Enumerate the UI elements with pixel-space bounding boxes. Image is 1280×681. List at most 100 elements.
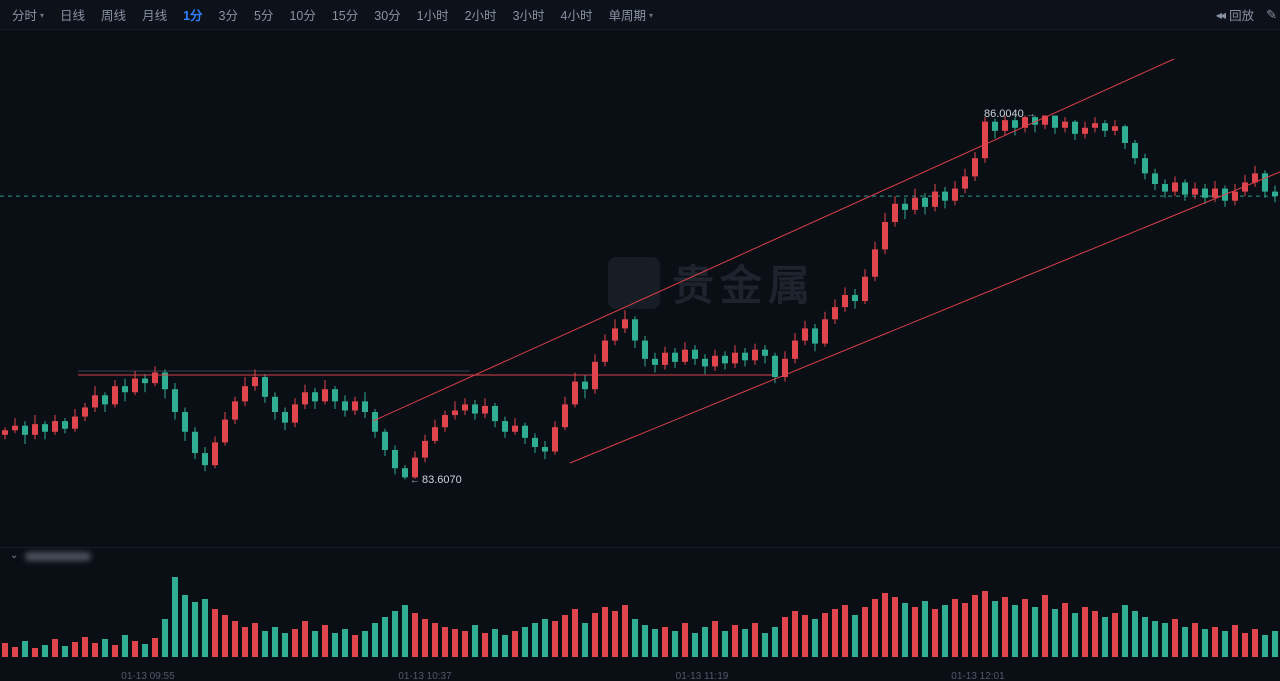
volume-bar [1092, 611, 1098, 657]
x-axis-label: 01-13 09:55 [121, 671, 175, 681]
candle-body [1262, 173, 1268, 192]
arrow-left-icon: ← [410, 474, 420, 486]
timeframe-月线[interactable]: 月线 [142, 5, 167, 24]
volume-bar [832, 609, 838, 657]
candlestick-chart-canvas[interactable] [0, 30, 1280, 681]
volume-bar [792, 611, 798, 657]
volume-bar [392, 611, 398, 657]
candle-body [322, 389, 328, 402]
volume-bar [922, 601, 928, 657]
volume-bar [992, 601, 998, 657]
volume-bar [1042, 595, 1048, 657]
candle-body [412, 457, 418, 478]
volume-bar [942, 605, 948, 657]
timeframe-toolbar: 分时 ▾ 日线 周线 月线 1分 3分 5分 10分 15分 30分 1小时 2小时 3小时 4小时 单周期 ▾… [0, 0, 1280, 30]
candle-body [272, 396, 278, 413]
candle-body [502, 421, 508, 432]
volume-bar [752, 623, 758, 657]
candle-body [372, 412, 378, 432]
candle-body [892, 203, 898, 223]
timeframe-15分[interactable]: 15分 [332, 5, 358, 24]
timeframe-30分[interactable]: 30分 [374, 5, 400, 24]
volume-pane-header: ⌄ [0, 548, 92, 564]
volume-bar [802, 615, 808, 657]
candle-body [642, 340, 648, 359]
candle-body [622, 319, 628, 329]
timeframe-日线[interactable]: 日线 [60, 5, 85, 24]
candle-body [192, 431, 198, 454]
volume-bar [862, 607, 868, 657]
candle-body [1062, 121, 1068, 128]
channel-lower-trendline [569, 171, 1280, 464]
candle-body [142, 378, 148, 384]
timeframe-3小时[interactable]: 3小时 [513, 5, 545, 24]
candle-body [22, 425, 28, 435]
volume-bar [1002, 597, 1008, 657]
volume-bar [652, 629, 658, 657]
timeframe-label: 5分 [253, 9, 274, 23]
candle-body [112, 386, 118, 405]
volume-bar [222, 615, 228, 657]
volume-bar [602, 607, 608, 657]
volume-bar [1252, 629, 1258, 657]
candle-body [982, 121, 988, 159]
volume-bar [972, 595, 978, 657]
timeframe-1小时[interactable]: 1小时 [417, 5, 449, 24]
timeframe-2小时[interactable]: 2小时 [465, 5, 497, 24]
channel-upper-trendline [372, 58, 1175, 422]
candle-body [972, 158, 978, 177]
volume-series [2, 577, 1278, 657]
draw-tool-icon[interactable]: ✎ [1266, 6, 1277, 22]
volume-bar [812, 619, 818, 657]
high-price-label: 86.0040 → [984, 108, 1036, 120]
candle-body [722, 355, 728, 364]
volume-bar [512, 631, 518, 657]
candle-body [1022, 117, 1028, 128]
timeframe-5分[interactable]: 5分 [254, 5, 273, 24]
volume-bar [1222, 631, 1228, 657]
volume-bar [842, 605, 848, 657]
candle-body [1082, 127, 1088, 134]
timeframe-周线[interactable]: 周线 [101, 5, 126, 24]
volume-bar [332, 633, 338, 657]
volume-bar [22, 641, 28, 657]
toolbar-right: ◀◀ 回放 ✎ [1216, 5, 1277, 24]
timeframe-分时[interactable]: 分时 ▾ [12, 5, 44, 24]
candle-body [592, 361, 598, 390]
candle-body [102, 395, 108, 405]
candle-body [902, 203, 908, 210]
volume-bar [562, 615, 568, 657]
volume-bar [402, 605, 408, 657]
candle-body [342, 401, 348, 411]
volume-bar [422, 619, 428, 657]
candle-body [652, 358, 658, 365]
replay-button[interactable]: ◀◀ 回放 [1216, 5, 1254, 24]
candle-body [1172, 182, 1178, 192]
candle-body [282, 412, 288, 423]
timeframe-单周期[interactable]: 单周期 ▾ [608, 5, 653, 24]
timeframe-10分[interactable]: 10分 [289, 5, 315, 24]
volume-bar [982, 591, 988, 657]
x-axis-label: 01-13 12:01 [951, 671, 1005, 681]
volume-bar [202, 599, 208, 657]
candle-body [532, 437, 538, 447]
candle-body [1142, 158, 1148, 174]
candle-body [1052, 115, 1058, 128]
volume-bar [1102, 617, 1108, 657]
timeframe-1分[interactable]: 1分 [183, 5, 202, 24]
timeframe-4小时[interactable]: 4小时 [561, 5, 593, 24]
low-price-value: 83.6070 [422, 474, 462, 486]
timeframe-3分[interactable]: 3分 [219, 5, 238, 24]
volume-bar [2, 643, 8, 657]
candle-body [32, 424, 38, 435]
timeframe-label: 2小时 [464, 9, 497, 23]
collapse-chevron-icon[interactable]: ⌄ [10, 550, 19, 561]
volume-bar [432, 623, 438, 657]
timeframe-label: 分时 [12, 9, 38, 23]
candle-body [1122, 126, 1128, 143]
chevron-down-icon: ▾ [648, 10, 653, 20]
candle-body [932, 191, 938, 207]
volume-bar [1112, 613, 1118, 657]
candle-body [962, 176, 968, 189]
